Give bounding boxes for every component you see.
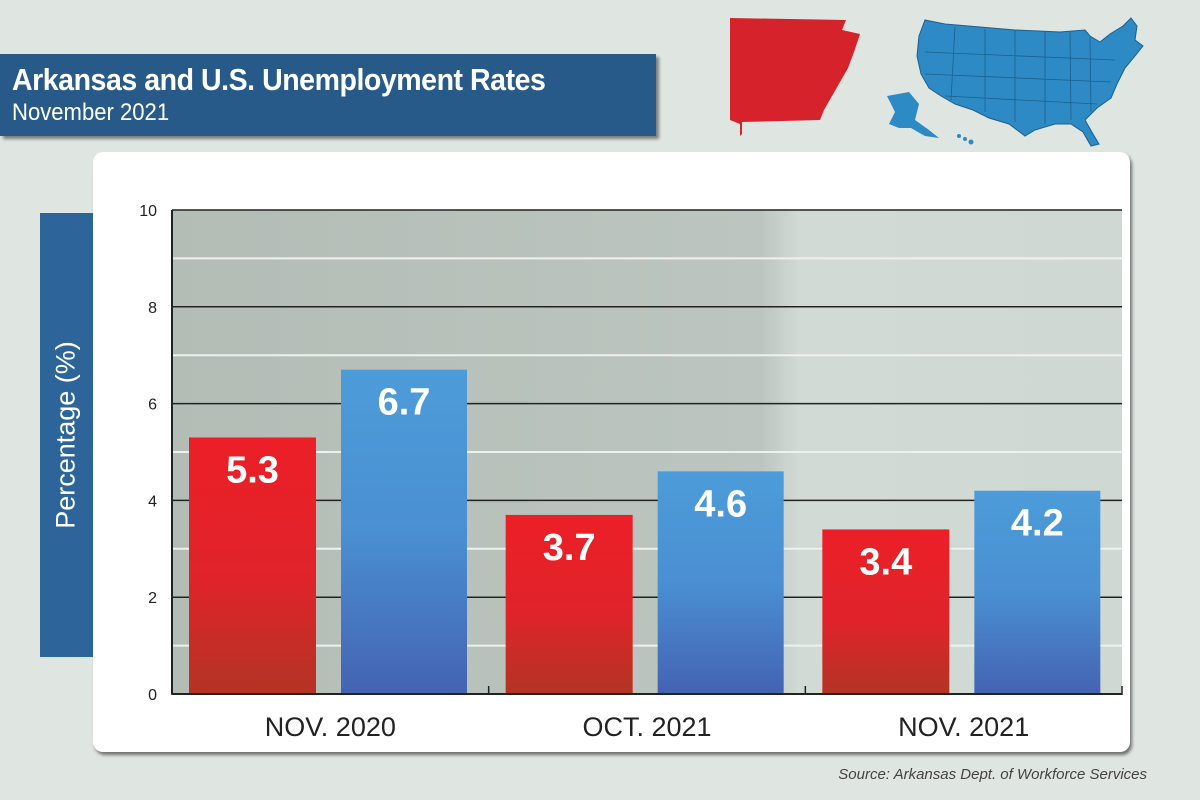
y-tick-label: 6 <box>148 397 157 414</box>
arkansas-map-icon <box>730 18 860 136</box>
data-label: 3.4 <box>859 541 912 583</box>
bar-arkansas <box>505 514 633 694</box>
y-tick-label: 2 <box>148 590 157 607</box>
y-axis-label-box <box>40 213 93 657</box>
x-tick-label: OCT. 2021 <box>582 712 711 742</box>
y-tick-label: 0 <box>148 687 157 704</box>
bar-us <box>974 490 1101 694</box>
bar-arkansas <box>189 437 316 694</box>
y-tick-label: 10 <box>139 203 157 220</box>
chart-subtitle: November 2021 <box>12 99 170 126</box>
bar-us <box>341 369 467 694</box>
x-tick-label: NOV. 2021 <box>898 712 1029 742</box>
y-tick-label: 4 <box>148 493 157 510</box>
chart-title: Arkansas and U.S. Unemployment Rates <box>12 62 546 97</box>
source-note: Source: Arkansas Dept. of Workforce Serv… <box>838 766 1147 783</box>
data-label: 4.2 <box>1011 503 1064 545</box>
y-tick-label: 8 <box>148 300 157 317</box>
bar-us <box>657 471 784 694</box>
data-label: 4.6 <box>694 483 747 525</box>
x-tick-label: NOV. 2020 <box>265 712 396 742</box>
title-banner: Arkansas and U.S. Unemployment Rates Nov… <box>0 54 656 136</box>
bar-arkansas <box>822 529 950 694</box>
us-map-icon <box>887 17 1144 147</box>
data-label: 5.3 <box>226 449 279 491</box>
data-label: 6.7 <box>378 382 431 424</box>
data-label: 3.7 <box>543 527 596 569</box>
